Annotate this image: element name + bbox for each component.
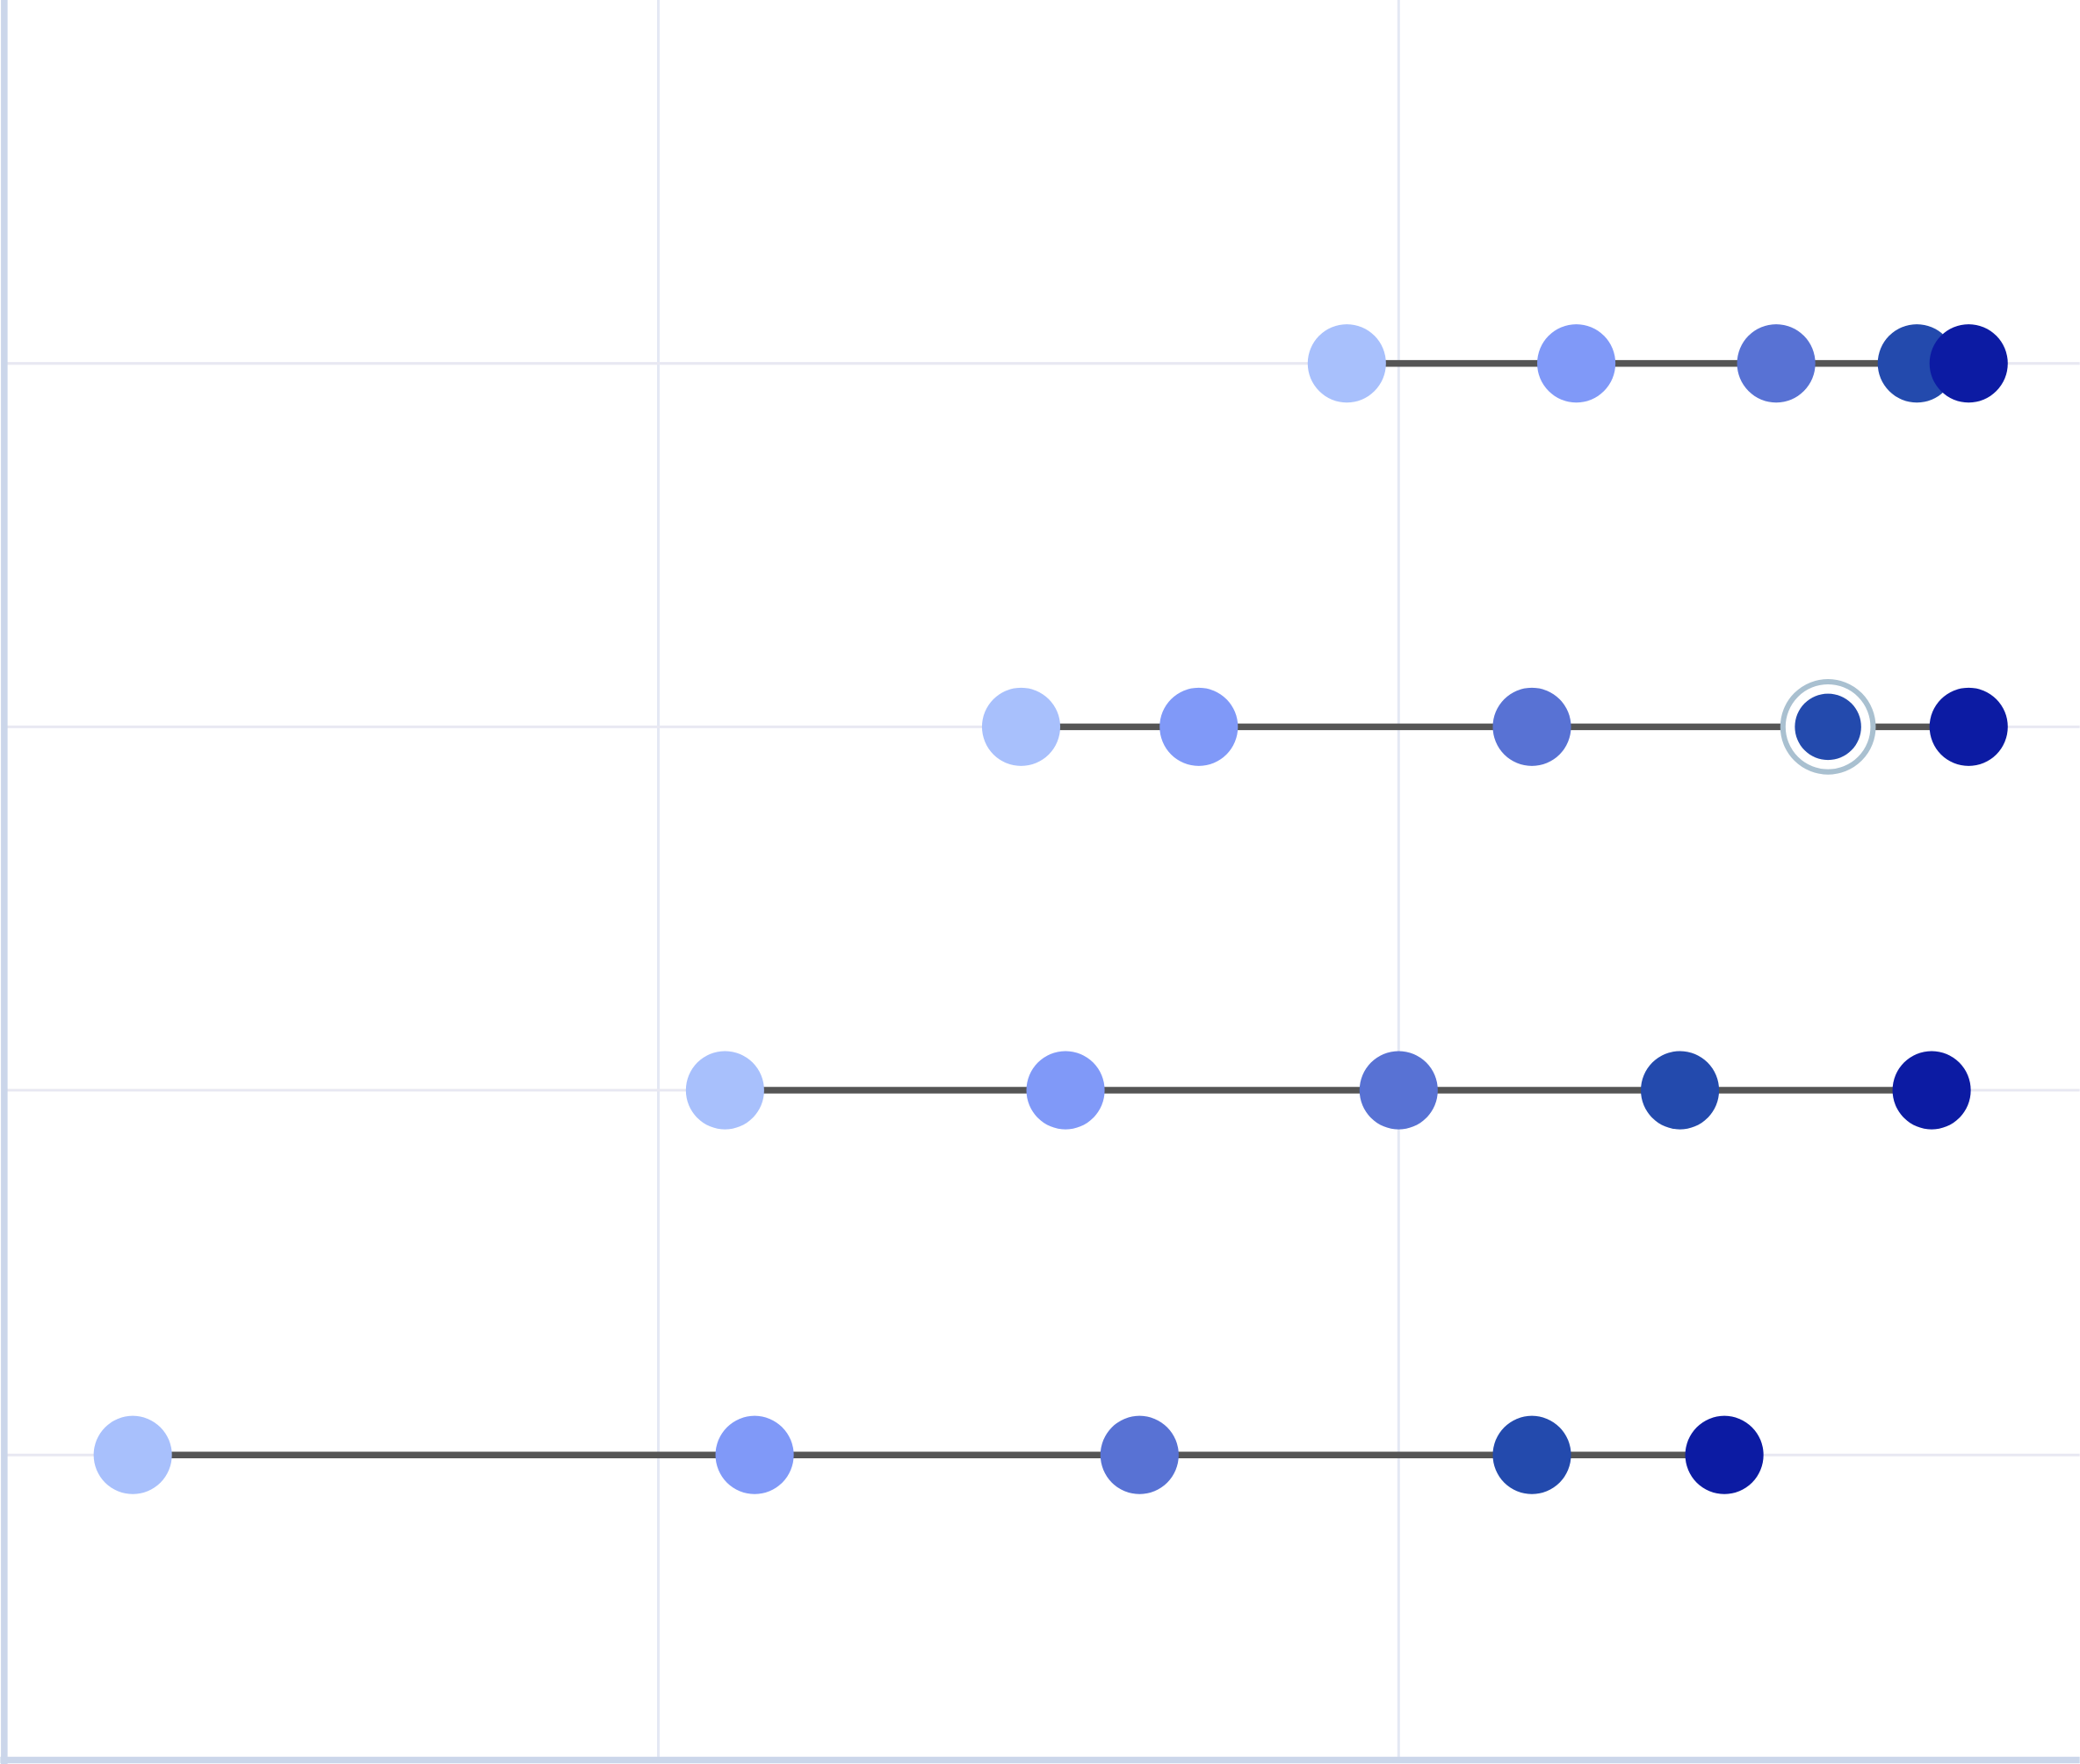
data-point bbox=[1929, 687, 2008, 766]
data-point bbox=[1537, 324, 1616, 403]
data-point bbox=[1359, 1051, 1438, 1130]
data-point bbox=[715, 1415, 794, 1494]
data-point bbox=[1685, 1415, 1764, 1494]
data-point bbox=[1026, 1051, 1105, 1130]
data-point bbox=[93, 1415, 172, 1494]
data-point bbox=[685, 1051, 764, 1130]
data-point bbox=[1307, 324, 1386, 403]
data-point bbox=[1795, 693, 1861, 761]
data-point bbox=[981, 687, 1061, 766]
data-point bbox=[1929, 324, 2008, 403]
data-point bbox=[1737, 324, 1816, 403]
data-point bbox=[1641, 1051, 1720, 1130]
data-point bbox=[1159, 687, 1239, 766]
data-point bbox=[1492, 1415, 1571, 1494]
data-point bbox=[1892, 1051, 1971, 1130]
data-point bbox=[1492, 687, 1571, 766]
data-point bbox=[1100, 1415, 1179, 1494]
